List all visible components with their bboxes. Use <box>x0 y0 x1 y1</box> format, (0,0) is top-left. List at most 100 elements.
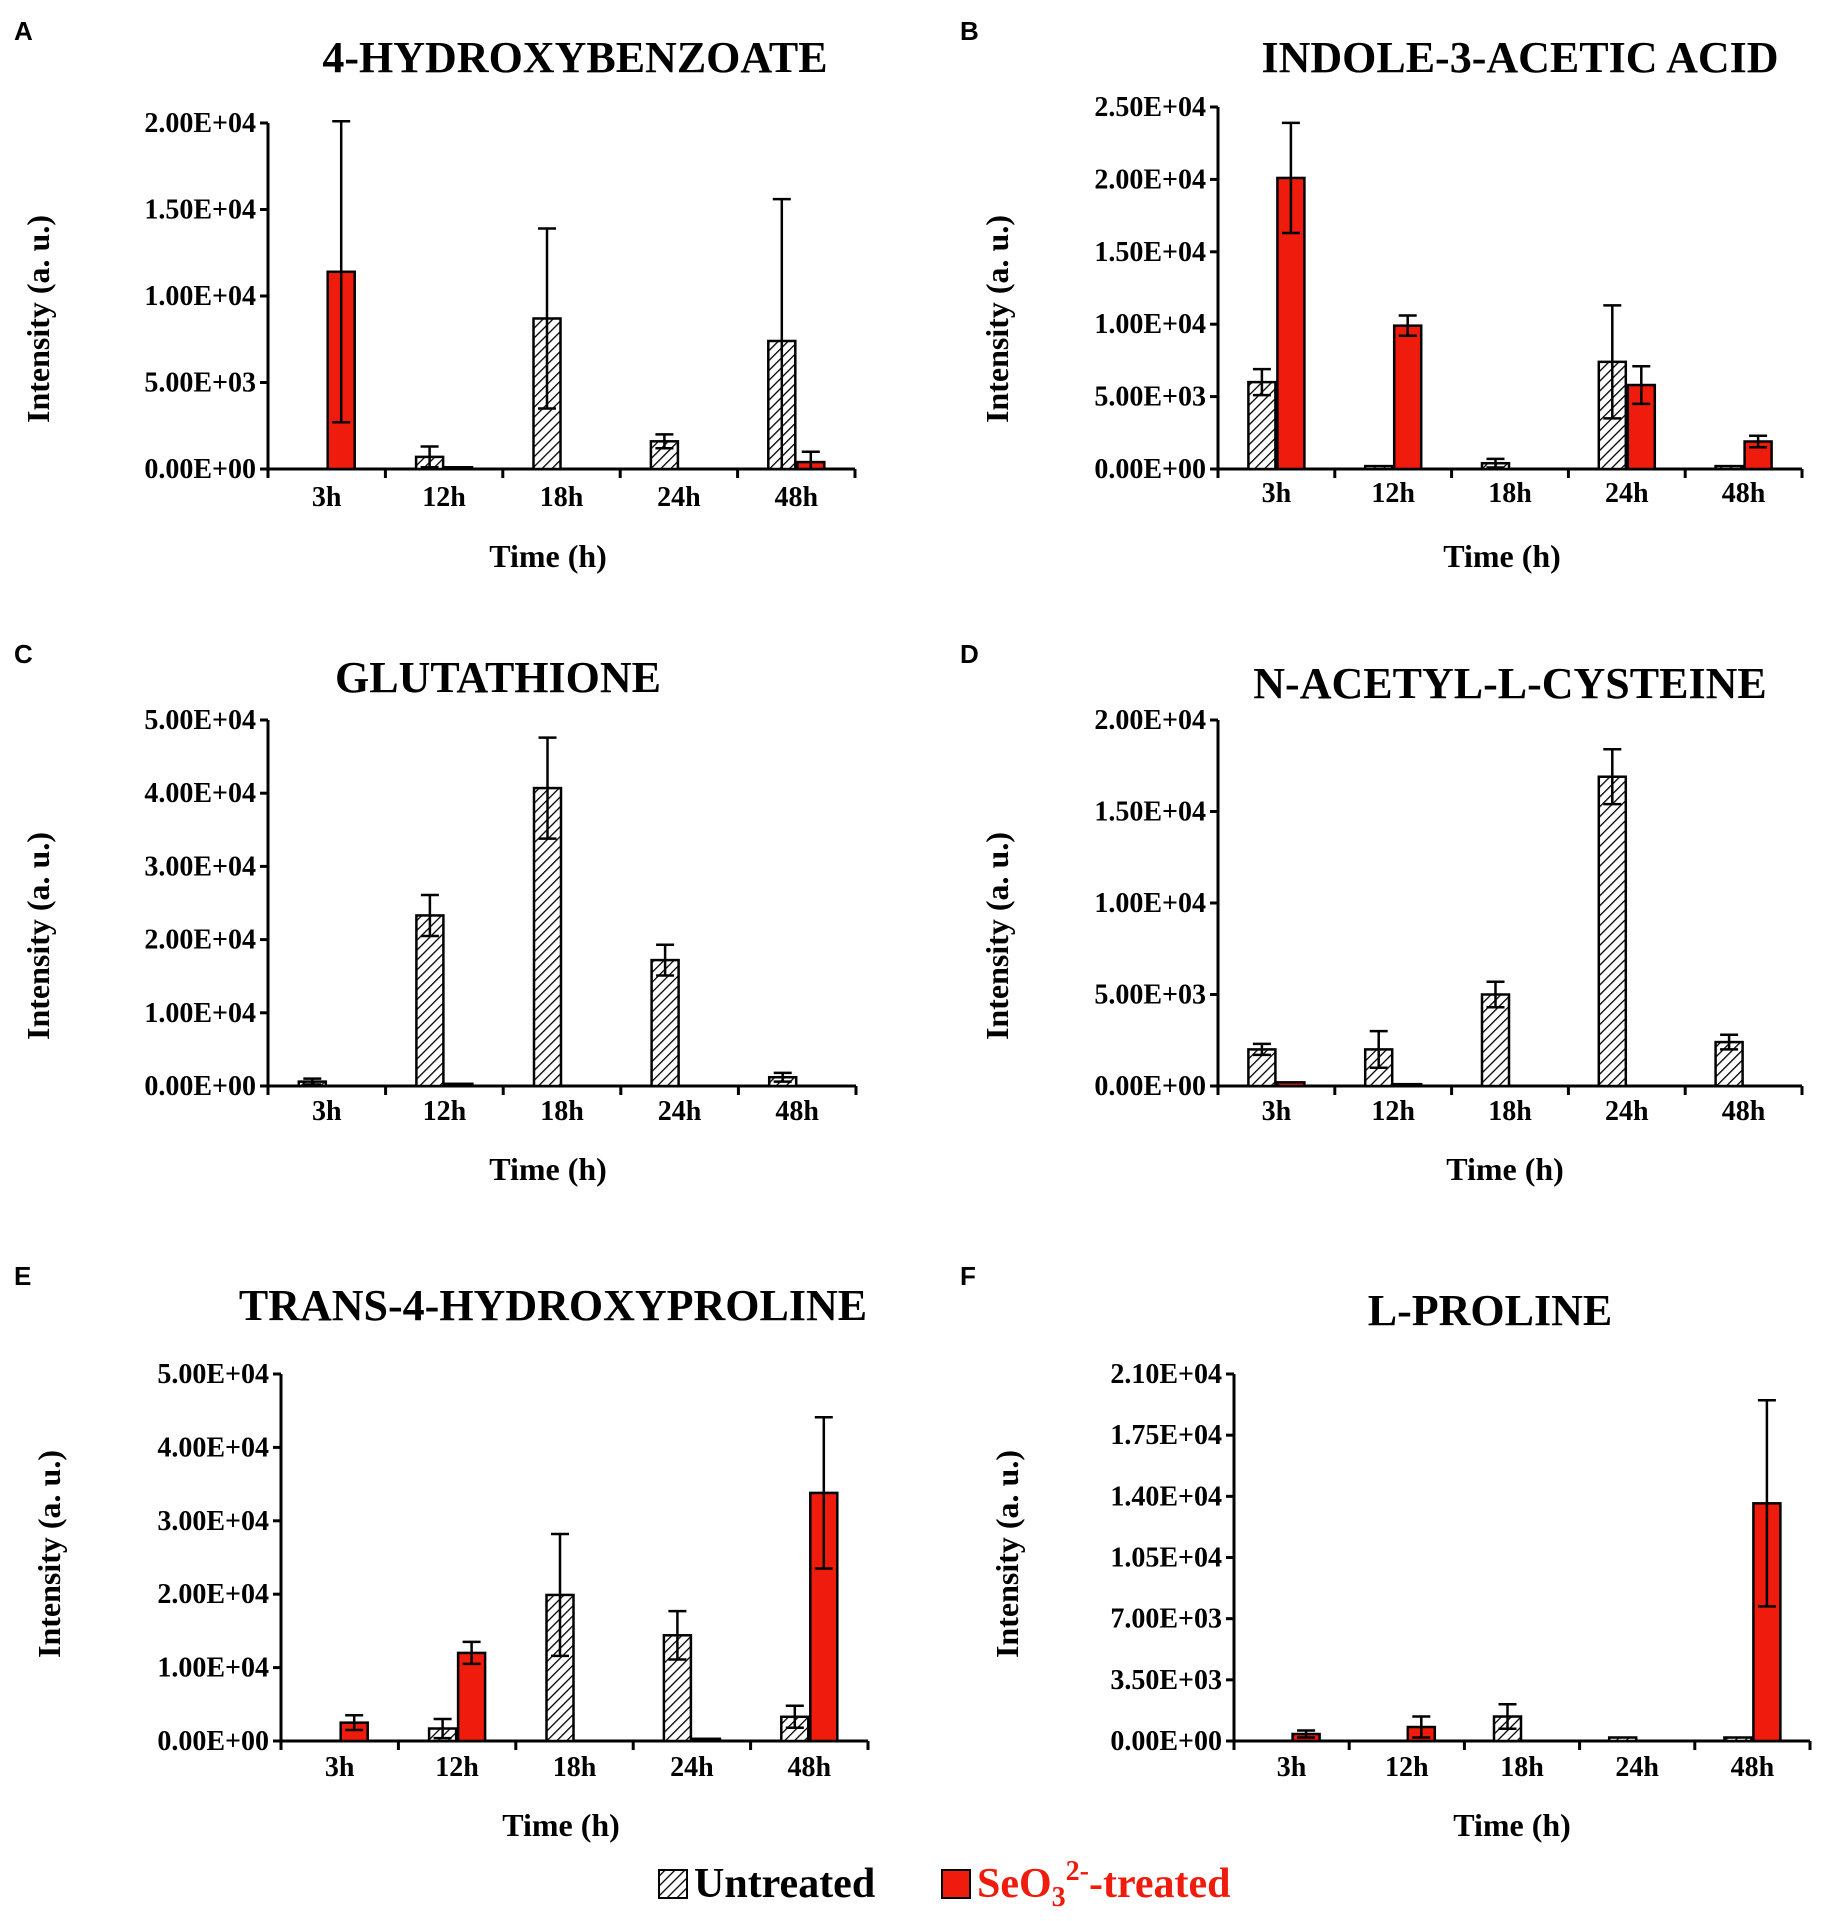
panel-c-x-tick-label: 12h <box>423 1096 467 1127</box>
panel-e-x-label: Time (h) <box>502 1807 620 1843</box>
panel-d-x-label: Time (h) <box>1446 1151 1564 1187</box>
panel-b-y-tick-label: 5.00E+03 <box>1094 382 1206 413</box>
panel-f-x-label: Time (h) <box>1453 1807 1571 1843</box>
panel-e-y-tick-label: 2.00E+04 <box>157 1579 269 1610</box>
panel-a-x-tick-label: 12h <box>422 482 466 513</box>
panel-c-bar-untreated-12h <box>415 914 445 1088</box>
panel-d-bar-treated-12h <box>1392 1082 1423 1088</box>
panel-f: F L-PROLINE 0.00E+00 3.50E+03 7.00E+03 1.05E+… <box>960 1261 1812 1843</box>
panel-f-y-tick-label: 3.50E+03 <box>1110 1665 1222 1696</box>
panel-b-x-tick-label: 18h <box>1488 478 1532 509</box>
panel-e-title: TRANS-4-HYDROXYPROLINE <box>239 1281 867 1330</box>
panel-f-y-tick-label: 0.00E+00 <box>1110 1726 1222 1757</box>
panel-a-x-tick-label: 18h <box>540 482 584 513</box>
panel-d-y-tick-label: 1.00E+04 <box>1094 888 1206 919</box>
panel-c-x-tick-label: 3h <box>312 1096 342 1127</box>
panel-c: C GLUTATHIONE 0.00E+00 1.00E+04 2.00E+04 3.00… <box>14 639 858 1187</box>
panel-e-bar-treated-12h <box>456 1651 487 1743</box>
panel-c-y-tick-label: 3.00E+04 <box>144 851 256 882</box>
panel-d-x-tick-label: 48h <box>1722 1096 1766 1127</box>
panel-e-y-label: Intensity (a. u.) <box>31 1450 67 1658</box>
panel-b-title: INDOLE-3-ACETIC ACID <box>1261 33 1778 82</box>
panel-b-letter: B <box>960 16 979 46</box>
panel-a-y-tick-label: 1.00E+04 <box>144 281 256 312</box>
panel-d-y-tick-label: 1.50E+04 <box>1094 797 1206 828</box>
panel-a-bar-treated-12h <box>443 466 474 471</box>
panel-f-letter: F <box>960 1261 976 1291</box>
panel-d-x-tick-label: 3h <box>1262 1096 1292 1127</box>
panel-f-y-tick-label: 1.75E+04 <box>1110 1420 1222 1451</box>
panel-c-y-label: Intensity (a. u.) <box>20 832 56 1040</box>
panel-d-y-tick-label: 0.00E+00 <box>1094 1071 1206 1102</box>
panel-c-bar-treated-12h <box>444 1082 474 1088</box>
panel-b-y-tick-label: 1.50E+04 <box>1094 237 1206 268</box>
panel-c-x-tick-label: 48h <box>775 1096 819 1127</box>
panel-e-x-tick-label: 18h <box>553 1752 597 1783</box>
panel-d-title: N-ACETYL-L-CYSTEINE <box>1253 659 1766 708</box>
legend-untreated-swatch <box>658 1869 688 1899</box>
panel-b-x-tick-label: 12h <box>1371 478 1415 509</box>
panel-b-x-tick-label: 48h <box>1722 478 1766 509</box>
panel-e-x-tick-label: 24h <box>670 1752 714 1783</box>
legend-treated-base: SeO <box>977 1861 1052 1907</box>
panel-a-y-label: Intensity (a. u.) <box>20 215 56 423</box>
legend: Untreated SeO32--treated <box>658 1856 1230 1913</box>
panel-e-x-tick-label: 48h <box>788 1752 832 1783</box>
panel-f-bar-untreated-24h <box>1607 1736 1638 1743</box>
panel-b-bar-untreated-48h <box>1714 464 1744 471</box>
panel-b-x-tick-label: 24h <box>1605 478 1649 509</box>
panel-b: B INDOLE-3-ACETIC ACID 0.00E+00 5.00E+03 1.0… <box>960 16 1804 574</box>
panel-f-y-tick-label: 7.00E+03 <box>1110 1604 1222 1635</box>
panel-c-bar-untreated-24h <box>650 958 680 1088</box>
panel-a-x-tick-label: 3h <box>312 482 342 513</box>
panel-a-x-tick-label: 24h <box>657 482 701 513</box>
panel-e-x-tick-label: 3h <box>325 1752 355 1783</box>
panel-c-y-tick-label: 4.00E+04 <box>144 778 256 809</box>
panel-e-y-tick-label: 1.00E+04 <box>157 1653 269 1684</box>
panel-d-letter: D <box>960 639 979 669</box>
panel-c-letter: C <box>14 639 33 669</box>
panel-c-y-tick-label: 5.00E+04 <box>144 705 256 736</box>
legend-treated-label: SeO32--treated <box>977 1856 1230 1913</box>
panel-a-title: 4-HYDROXYBENZOATE <box>322 33 827 82</box>
panel-e-y-tick-label: 4.00E+04 <box>157 1432 269 1463</box>
panel-c-x-label: Time (h) <box>489 1151 607 1187</box>
panel-c-y-tick-label: 1.00E+04 <box>144 998 256 1029</box>
panel-e-y-tick-label: 5.00E+04 <box>157 1359 269 1390</box>
panel-c-x-tick-label: 18h <box>540 1096 584 1127</box>
panel-d: D N-ACETYL-L-CYSTEINE 0.00E+00 5.00E+03 1.00… <box>960 639 1804 1187</box>
panel-f-bar-untreated-48h <box>1723 1736 1753 1743</box>
panel-a-x-tick-label: 48h <box>775 482 819 513</box>
panel-f-x-tick-label: 18h <box>1500 1752 1544 1783</box>
panel-f-x-tick-label: 48h <box>1731 1752 1775 1783</box>
panel-e-bar-treated-24h <box>691 1737 722 1743</box>
panel-b-x-tick-label: 3h <box>1262 478 1292 509</box>
panel-f-y-tick-label: 2.10E+04 <box>1110 1359 1222 1390</box>
panel-d-y-label: Intensity (a. u.) <box>979 832 1015 1040</box>
panel-b-y-tick-label: 2.50E+04 <box>1094 92 1206 123</box>
panel-a-letter: A <box>14 16 33 46</box>
panel-f-y-tick-label: 1.05E+04 <box>1110 1543 1222 1574</box>
panel-c-y-tick-label: 0.00E+00 <box>144 1071 256 1102</box>
panel-d-x-tick-label: 24h <box>1605 1096 1649 1127</box>
panel-b-y-tick-label: 1.00E+04 <box>1094 309 1206 340</box>
panel-c-x-tick-label: 24h <box>658 1096 702 1127</box>
panel-d-bar-untreated-24h <box>1597 775 1628 1088</box>
panel-c-title: GLUTATHIONE <box>335 653 661 702</box>
legend-treated-sub: 3 <box>1052 1882 1066 1913</box>
legend-treated-sup: 2- <box>1066 1856 1089 1887</box>
panel-f-y-label: Intensity (a. u.) <box>989 1450 1025 1658</box>
panel-e-letter: E <box>14 1261 31 1291</box>
panel-d-bar-treated-3h <box>1276 1081 1306 1088</box>
panel-b-bar-untreated-12h <box>1363 464 1394 471</box>
panel-d-x-tick-label: 12h <box>1371 1096 1415 1127</box>
panel-b-x-label: Time (h) <box>1443 538 1561 574</box>
panel-d-y-tick-label: 5.00E+03 <box>1094 980 1206 1011</box>
panel-e-x-tick-label: 12h <box>435 1752 479 1783</box>
panel-a-y-tick-label: 2.00E+04 <box>144 108 256 139</box>
panel-e-y-tick-label: 0.00E+00 <box>157 1726 269 1757</box>
legend-untreated-label: Untreated <box>694 1861 875 1907</box>
panel-d-y-tick-label: 2.00E+04 <box>1094 705 1206 736</box>
panel-a-y-tick-label: 1.50E+04 <box>144 195 256 226</box>
